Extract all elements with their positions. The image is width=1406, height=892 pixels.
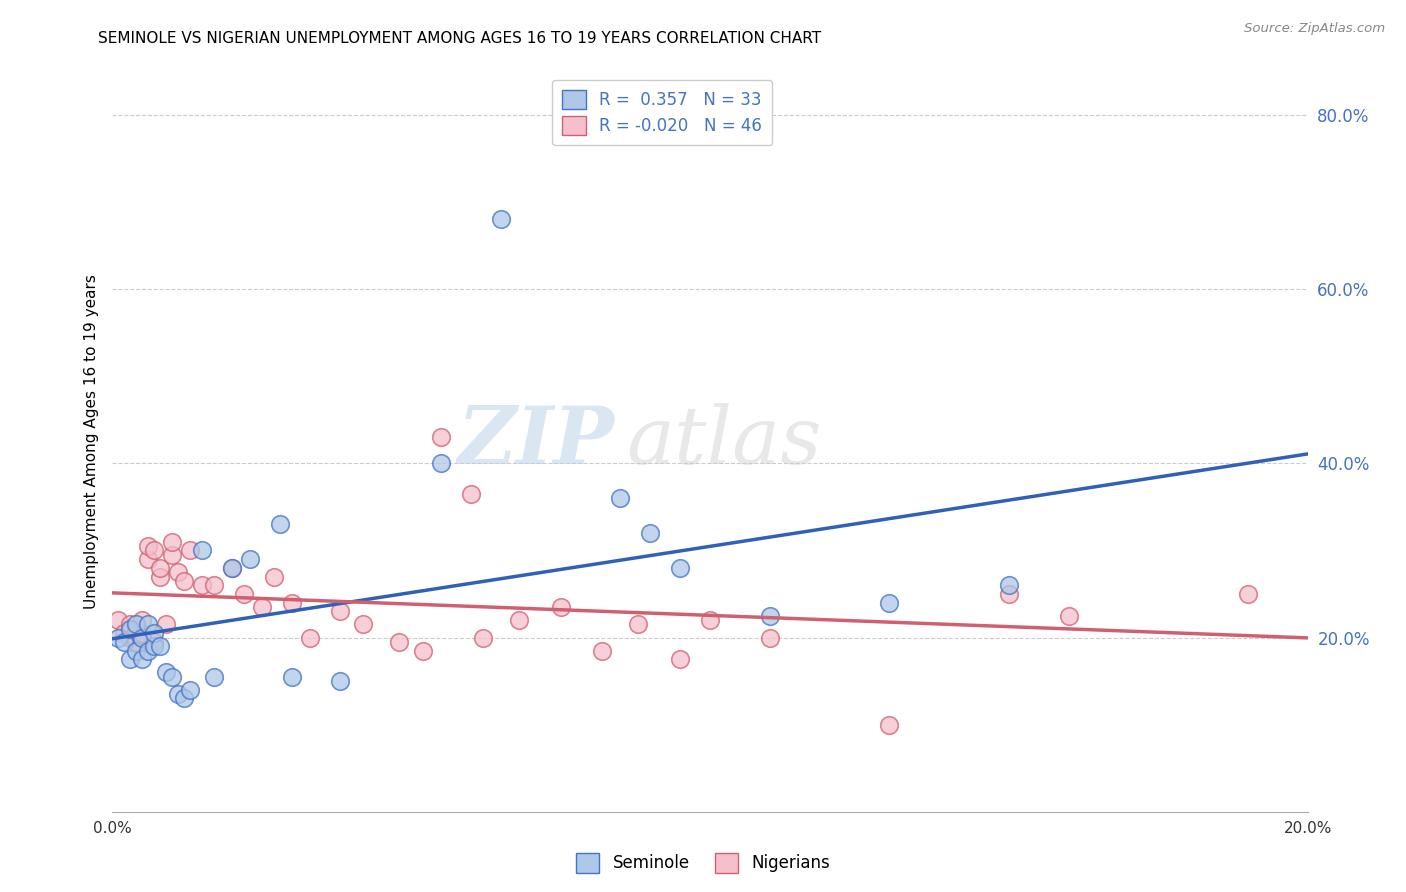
Point: [329, 604, 352, 618]
Point: [131, 626, 153, 640]
Point: [221, 561, 243, 575]
Point: [125, 635, 148, 649]
Point: [592, 643, 614, 657]
Point: [138, 643, 160, 657]
Point: [879, 596, 901, 610]
Y-axis label: Unemployment Among Ages 16 to 19 years: Unemployment Among Ages 16 to 19 years: [83, 274, 98, 609]
Point: [669, 561, 692, 575]
Point: [412, 643, 434, 657]
Point: [430, 430, 453, 444]
Point: [162, 670, 183, 684]
Point: [173, 574, 195, 588]
Point: [609, 491, 631, 505]
Point: [281, 596, 304, 610]
Point: [138, 539, 160, 553]
Point: [202, 578, 225, 592]
Text: SEMINOLE VS NIGERIAN UNEMPLOYMENT AMONG AGES 16 TO 19 YEARS CORRELATION CHART: SEMINOLE VS NIGERIAN UNEMPLOYMENT AMONG …: [98, 31, 821, 46]
Point: [138, 552, 160, 566]
Point: [998, 578, 1021, 592]
Point: [329, 674, 352, 689]
Legend: R =  0.357   N = 33, R = -0.020   N = 46: R = 0.357 N = 33, R = -0.020 N = 46: [553, 79, 772, 145]
Point: [202, 670, 225, 684]
Text: ZIP: ZIP: [457, 403, 614, 480]
Point: [998, 587, 1021, 601]
Point: [114, 626, 135, 640]
Point: [879, 717, 901, 731]
Point: [640, 526, 662, 541]
Point: [460, 487, 482, 501]
Point: [149, 561, 172, 575]
Point: [149, 639, 172, 653]
Point: [281, 670, 304, 684]
Point: [167, 687, 190, 701]
Point: [143, 543, 166, 558]
Point: [173, 691, 195, 706]
Point: [179, 543, 201, 558]
Point: [699, 613, 721, 627]
Point: [430, 456, 453, 470]
Point: [759, 631, 782, 645]
Legend: Seminole, Nigerians: Seminole, Nigerians: [569, 847, 837, 880]
Text: atlas: atlas: [627, 403, 821, 480]
Point: [120, 617, 142, 632]
Point: [627, 617, 650, 632]
Point: [489, 212, 512, 227]
Point: [669, 652, 692, 666]
Point: [107, 631, 129, 645]
Point: [179, 682, 201, 697]
Point: [120, 652, 142, 666]
Point: [221, 561, 243, 575]
Point: [155, 617, 177, 632]
Point: [149, 569, 172, 583]
Point: [131, 652, 153, 666]
Point: [263, 569, 285, 583]
Point: [298, 631, 321, 645]
Point: [107, 613, 129, 627]
Point: [114, 635, 135, 649]
Point: [472, 631, 495, 645]
Text: Source: ZipAtlas.com: Source: ZipAtlas.com: [1244, 22, 1385, 36]
Point: [125, 617, 148, 632]
Point: [138, 617, 160, 632]
Point: [759, 608, 782, 623]
Point: [550, 600, 572, 615]
Point: [250, 600, 273, 615]
Point: [125, 622, 148, 636]
Point: [191, 543, 214, 558]
Point: [125, 643, 148, 657]
Point: [233, 587, 256, 601]
Point: [120, 631, 142, 645]
Point: [131, 631, 153, 645]
Point: [143, 626, 166, 640]
Point: [162, 548, 183, 562]
Point: [131, 613, 153, 627]
Point: [388, 635, 411, 649]
Point: [120, 622, 142, 636]
Point: [269, 517, 291, 532]
Point: [143, 639, 166, 653]
Point: [191, 578, 214, 592]
Point: [1057, 608, 1080, 623]
Point: [353, 617, 375, 632]
Point: [143, 635, 166, 649]
Point: [1237, 587, 1260, 601]
Point: [508, 613, 530, 627]
Point: [162, 534, 183, 549]
Point: [239, 552, 262, 566]
Point: [167, 565, 190, 579]
Point: [155, 665, 177, 680]
